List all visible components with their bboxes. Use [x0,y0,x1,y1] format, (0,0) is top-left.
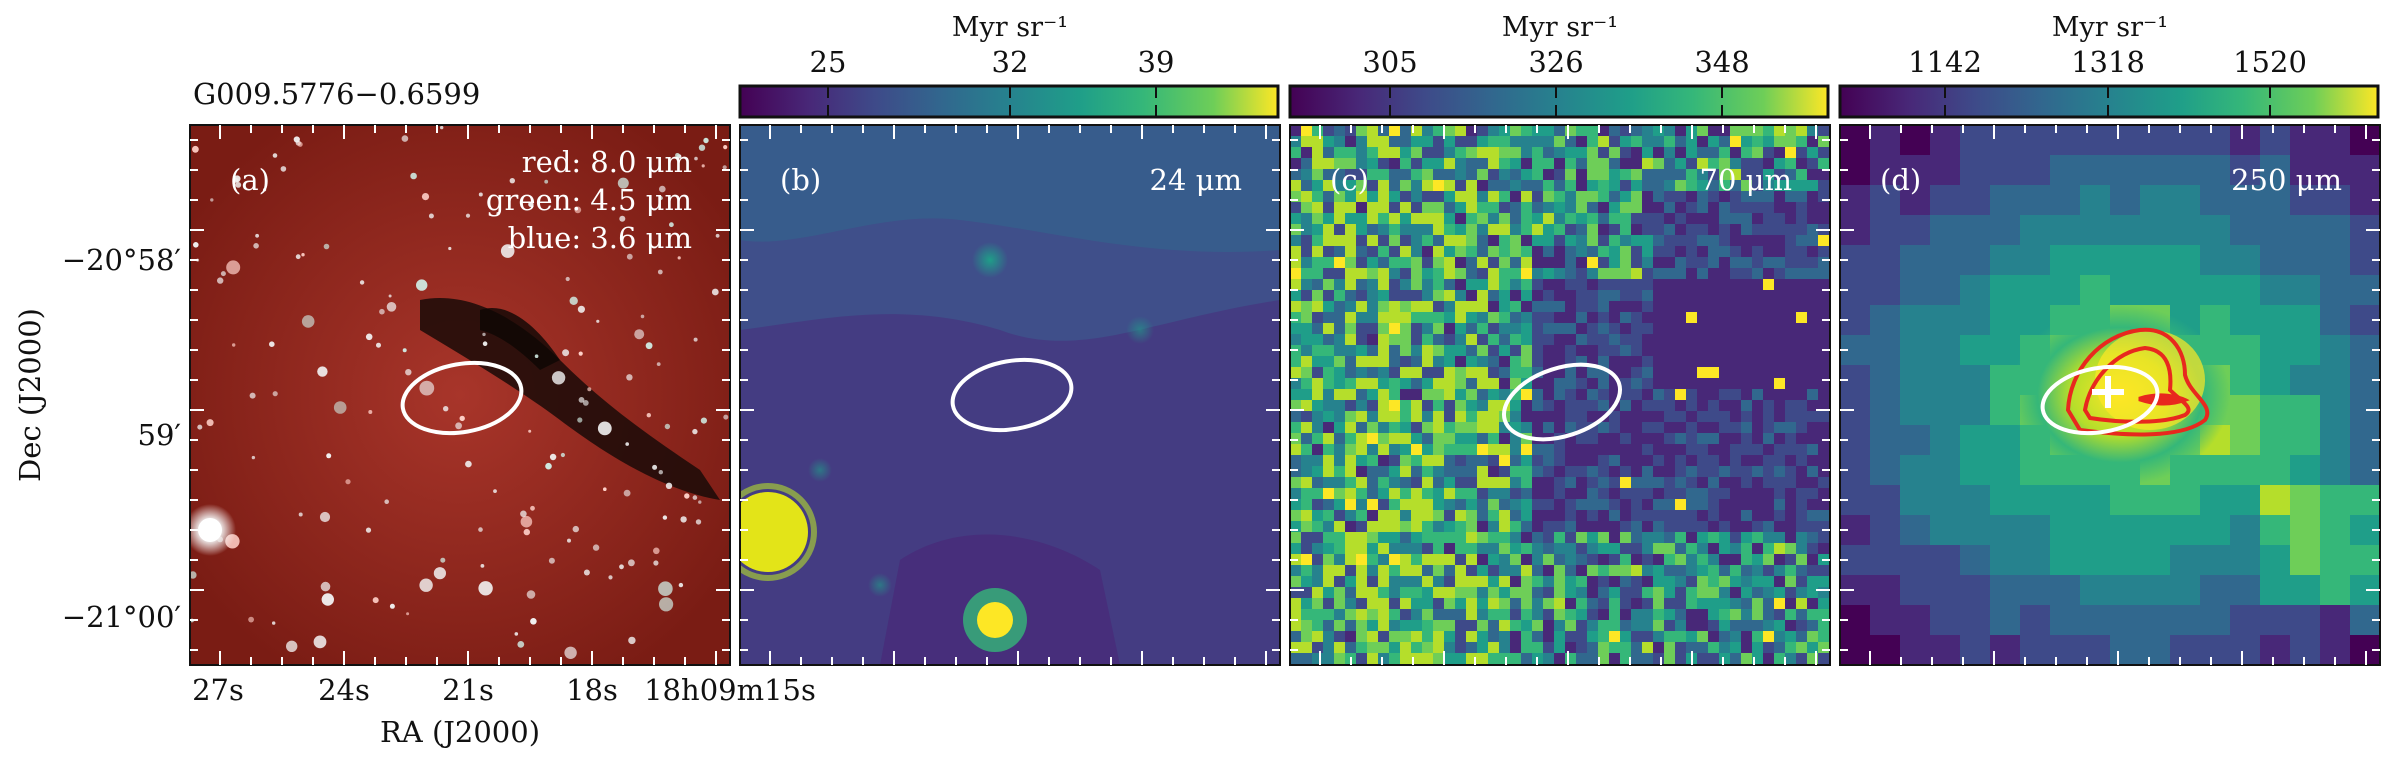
peak-cross-marker [2092,376,2124,408]
panel-label-b: (b) [780,163,821,197]
panel-label-c: (c) [1330,163,1369,197]
contour-outer [2065,327,2210,437]
wavelength-label-c: 70 μm [1700,163,1792,197]
colorbar-c: Myr sr⁻¹ 305 326 348 [1288,12,1830,119]
x-tick-label-5: 18h09m15s [644,673,816,707]
colorbar-tick-b-1: 25 [810,45,847,79]
colorbar-b: Myr sr⁻¹ 25 32 39 [738,12,1280,119]
source-ellipse-b [950,357,1074,433]
colorbar-d: Myr sr⁻¹ 1142 1318 1520 [1838,12,2380,119]
channel-legend-green: green: 4.5 μm [486,183,692,217]
contour-inner [2082,345,2191,424]
channel-legend-red: red: 8.0 μm [522,145,692,179]
colorbar-tick-d-1: 1142 [1908,45,1982,79]
colorbar-tick-d-2: 1318 [2071,45,2145,79]
y-axis-title: Dec (J2000) [13,308,47,482]
x-tick-label-4: 18s [566,673,618,707]
colorbar-tick-b-2: 32 [992,45,1029,79]
panel-a: (a) red: 8.0 μm green: 4.5 μm blue: 3.6 … [189,124,731,666]
object-name: G009.5776−0.6599 [193,77,480,111]
panel-label-a: (a) [230,163,270,197]
y-tick-label-3: −21°00′ [62,600,181,634]
source-ellipse-c [1501,362,1623,442]
x-tick-label-1: 27s [192,673,244,707]
colorbar-tick-c-3: 348 [1694,45,1749,79]
panel-d: (d) 250 μm [1839,124,2381,666]
colorbar-tick-c-2: 326 [1528,45,1583,79]
y-tick-label-1: −20°58′ [62,243,181,277]
wavelength-label-d: 250 μm [2231,163,2342,197]
source-ellipse-a [400,360,524,436]
panel-b: (b) 24 μm [739,124,1281,666]
colorbar-unit-b: Myr sr⁻¹ [952,12,1068,43]
wavelength-label-b: 24 μm [1150,163,1242,197]
y-tick-label-2: 59′ [138,418,182,452]
colorbar-unit-d: Myr sr⁻¹ [2052,12,2168,43]
panel-label-d: (d) [1880,163,1921,197]
colorbar-tick-d-3: 1520 [2233,45,2307,79]
x-tick-label-2: 24s [318,673,370,707]
channel-legend-blue: blue: 3.6 μm [508,221,692,255]
colorbar-unit-c: Myr sr⁻¹ [1502,12,1618,43]
source-ellipse-d [2040,364,2160,436]
contour-core [2138,393,2190,406]
x-axis-title: RA (J2000) [380,715,540,749]
colorbar-tick-c-1: 305 [1362,45,1417,79]
x-tick-label-3: 21s [442,673,494,707]
panel-c: (c) 70 μm [1289,124,1831,666]
colorbar-tick-b-3: 39 [1138,45,1175,79]
